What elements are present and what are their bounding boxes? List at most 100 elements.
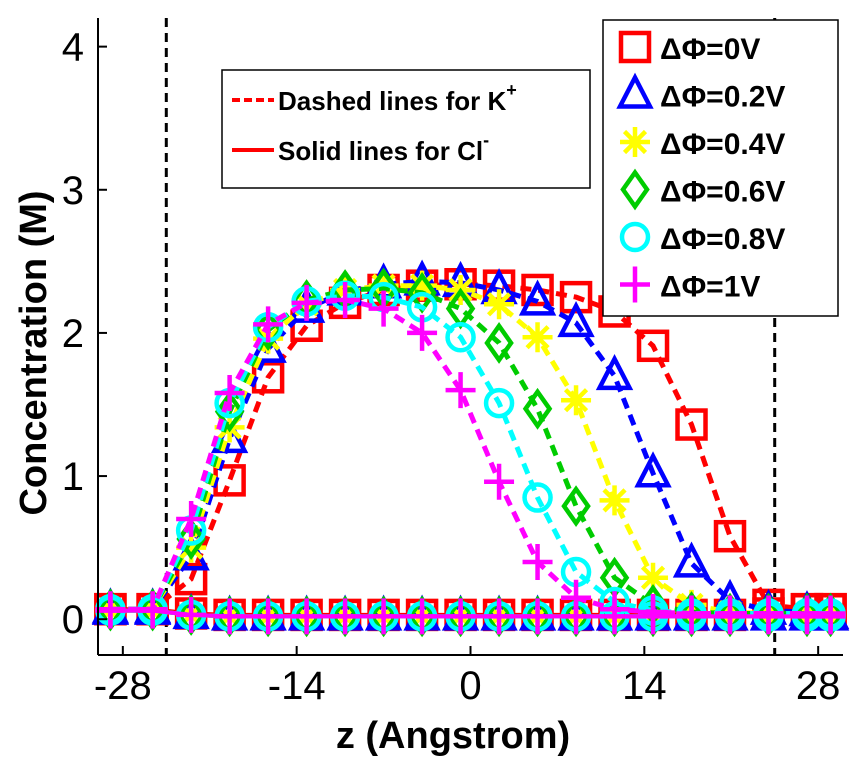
series-5-cl-point: [330, 598, 361, 635]
series-2-k-point: [407, 270, 438, 301]
solid-line-note: Solid lines for Cl-: [278, 130, 489, 166]
series-5-k-point: [445, 372, 476, 409]
series-5-k-point: [753, 595, 784, 632]
series-5-cl-point: [445, 598, 476, 635]
series-3-k-point: [561, 485, 591, 528]
axis-layer: -28 -14 0 14 28 0 1 2 3 4: [62, 18, 843, 708]
series-5-cl-point: [253, 598, 284, 635]
series-4-k-point: [445, 321, 476, 353]
series-3-k-line: [110, 285, 831, 616]
series-3-k-point: [522, 387, 553, 430]
series-0-k-point: [675, 408, 708, 441]
y-axis-label: Concentration (M): [13, 190, 55, 515]
series-4-k-point: [483, 387, 515, 419]
cl-minus-superscript: -: [483, 130, 489, 150]
series-0-k-point: [521, 273, 554, 307]
legend-marker-3: [620, 168, 650, 211]
legend-marker-2: [620, 127, 650, 157]
series-2-k-point: [484, 289, 515, 320]
series-5-k-point: [484, 463, 515, 500]
series-1-k-point: [518, 279, 557, 316]
data-layer: [91, 18, 850, 655]
series-5-k-point: [715, 595, 746, 632]
legend-label-3: ΔΦ=0.6V: [660, 176, 785, 209]
dashed-line-note: Dashed lines for K+: [278, 80, 517, 116]
series-5: [95, 281, 846, 635]
series-2-k-point: [638, 562, 669, 593]
legend-entry-5: ΔΦ=1V: [620, 266, 760, 304]
series-5-k-point: [599, 591, 630, 628]
series-5-cl-point: [368, 598, 399, 635]
series-5-cl-point: [522, 598, 553, 635]
k-plus-superscript: +: [506, 80, 517, 100]
series-1-k-point: [557, 301, 595, 338]
series-5-k-point: [638, 594, 669, 631]
y-tick-label: 1: [62, 455, 84, 499]
series-5-k-point: [676, 595, 707, 632]
legend-label-4: ΔΦ=0.8V: [660, 223, 785, 256]
legend-label-5: ΔΦ=1V: [660, 271, 760, 304]
series-legend-frame: [602, 19, 839, 317]
legend-entry-1: ΔΦ=0.2V: [616, 72, 785, 114]
series-5-cl-point: [484, 598, 515, 635]
x-tick-label: 28: [796, 664, 841, 708]
series-5-k-point: [95, 591, 126, 628]
series-5-cl-point: [214, 598, 245, 635]
series-5-cl-point: [407, 598, 438, 635]
series-0-k-point: [713, 519, 747, 553]
series-2-k-point: [176, 532, 207, 563]
series-3-k-point: [214, 390, 245, 433]
line-style-legend-frame: [221, 69, 591, 189]
series-5-k-point: [253, 306, 284, 343]
series-5-cl-point: [291, 598, 322, 635]
label-layer: z (Angstrom) Concentration (M): [13, 190, 570, 757]
series-0-k-point: [636, 329, 670, 363]
x-axis-label: z (Angstrom): [336, 715, 570, 757]
legend-label-1: ΔΦ=0.2V: [660, 81, 785, 114]
legend-label-0: ΔΦ=0V: [660, 33, 760, 66]
legend-entry-0: ΔΦ=0V: [618, 30, 760, 66]
legend-label-2: ΔΦ=0.4V: [660, 128, 785, 161]
series-2-k-point: [522, 322, 553, 353]
series-5-k-point: [561, 579, 592, 616]
y-tick-label: 3: [62, 169, 84, 213]
series-5-k-point: [815, 595, 846, 632]
dashed-line-note-text: Dashed lines for K: [278, 86, 506, 116]
x-tick-label: 14: [622, 664, 667, 708]
legend-entry-2: ΔΦ=0.4V: [620, 127, 785, 161]
legend-marker-4: [619, 221, 651, 253]
legend-entry-4: ΔΦ=0.8V: [619, 221, 785, 256]
series-3-k-point: [484, 322, 514, 364]
legend-marker-0: [618, 30, 652, 64]
series-2-k-point: [599, 485, 630, 516]
x-tick-label: 0: [459, 664, 481, 708]
series-5-k-point: [522, 543, 553, 580]
legend-marker-1: [616, 72, 654, 109]
line-style-legend: Dashed lines for K+ Solid lines for Cl-: [221, 69, 591, 189]
series-5-k-point: [291, 284, 322, 321]
series-5-cl-point: [176, 596, 207, 633]
series-1-k-point: [634, 451, 672, 488]
x-tick-label: -14: [268, 664, 326, 708]
x-tick-label: -28: [94, 664, 152, 708]
y-tick-label: 0: [62, 598, 84, 642]
series-5-k-point: [214, 375, 245, 412]
legend-entry-3: ΔΦ=0.6V: [620, 168, 785, 211]
series-2-k-point: [561, 385, 592, 416]
series-5-k-point: [407, 314, 438, 351]
series-5-k-point: [176, 501, 207, 538]
series-legend: ΔΦ=0V ΔΦ=0.2V ΔΦ=0.4V ΔΦ=0.6V ΔΦ=0.8V ΔΦ=1V: [602, 19, 839, 317]
series-5-k-point: [368, 290, 399, 327]
series-5-k-point: [137, 591, 168, 628]
series-0-k-point: [559, 280, 593, 314]
y-tick-label: 4: [62, 26, 84, 70]
y-tick-label: 2: [62, 312, 84, 356]
series-4-k-point: [522, 482, 553, 513]
series-1-k-point: [595, 353, 634, 391]
series-5-k-point: [330, 281, 361, 318]
series-3-k-point: [176, 518, 206, 560]
solid-line-note-text: Solid lines for Cl: [278, 136, 483, 166]
legend-marker-5: [620, 266, 650, 303]
